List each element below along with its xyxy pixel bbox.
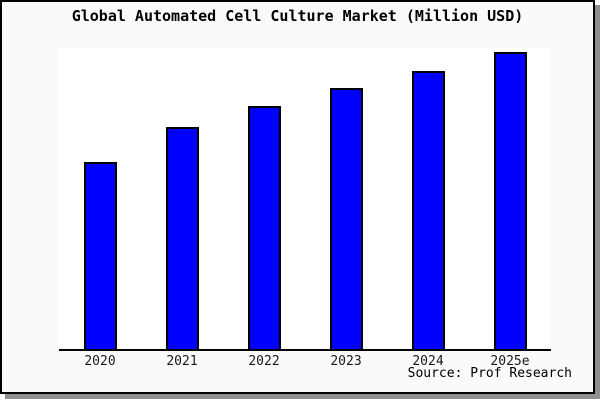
bar-2021 <box>165 127 199 349</box>
plot-area <box>59 48 551 351</box>
x-tick-label-2020: 2020 <box>84 354 116 369</box>
x-tick-label-2022: 2022 <box>248 354 280 369</box>
bar-2022 <box>247 106 281 349</box>
bar-2020 <box>83 162 117 349</box>
source-credit: Source: Prof Research <box>407 366 572 381</box>
chart-frame: Global Automated Cell Culture Market (Mi… <box>0 0 595 394</box>
x-tick-label-2025e: 2025e <box>490 354 530 369</box>
x-tick-label-2024: 2024 <box>412 354 444 369</box>
x-tick-label-2023: 2023 <box>330 354 362 369</box>
bar-2025e <box>493 52 527 349</box>
bar-2023 <box>329 88 363 349</box>
bar-2024 <box>411 71 445 349</box>
chart-title: Global Automated Cell Culture Market (Mi… <box>71 7 524 25</box>
x-tick-label-2021: 2021 <box>166 354 198 369</box>
